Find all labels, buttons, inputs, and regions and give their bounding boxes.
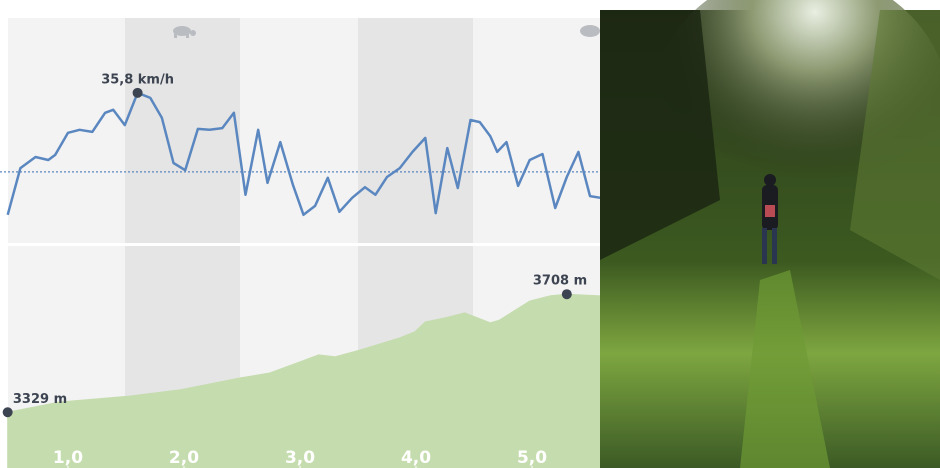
point-marker [2, 407, 13, 418]
divider [0, 243, 600, 246]
x-tick-label: 1,0 [53, 448, 83, 468]
rabbit-icon [580, 25, 600, 37]
x-tick-label: 5,0 [517, 448, 547, 468]
x-tick-label: 4,0 [401, 448, 431, 468]
plots: 35,8 km/h 3329 m 3708 m 1,0 2,0 3,0 4,0 5,0 [0, 72, 601, 468]
photo [600, 0, 940, 468]
point-marker [561, 289, 572, 300]
point-label: 3708 m [533, 274, 587, 289]
point-label: 3329 m [13, 392, 67, 407]
x-tick-label: 3,0 [285, 448, 315, 468]
turtle-icon [173, 26, 196, 38]
point-marker [132, 87, 143, 98]
speed-line [6, 91, 601, 217]
x-tick-label: 2,0 [169, 448, 199, 468]
point-label: 35,8 km/h [101, 72, 174, 87]
